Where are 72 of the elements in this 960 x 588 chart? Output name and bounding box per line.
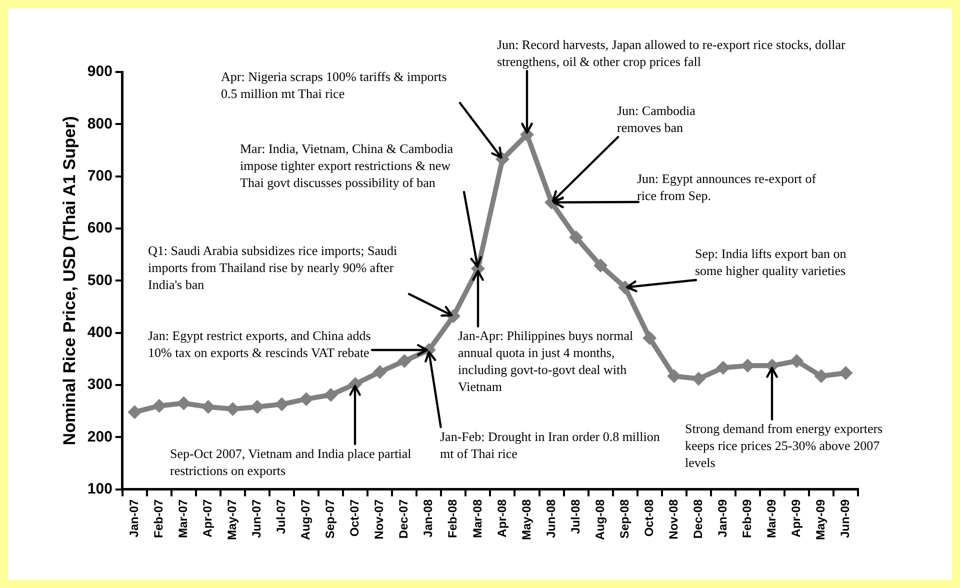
y-tick-label: 800 bbox=[87, 115, 112, 132]
x-tick-label: Feb-07 bbox=[152, 498, 166, 538]
point bbox=[814, 369, 828, 384]
annotation: Jan-Feb: Drought in Iran order 0.8 million mt of Thai rice bbox=[440, 428, 661, 462]
annotation: Sep: India lifts export ban on some higher quality varieties bbox=[695, 245, 848, 279]
point bbox=[594, 258, 608, 273]
y-tick-label: 900 bbox=[87, 63, 112, 80]
annotation: Mar: India, Vietnam, China & Cambodia impose tighter export restrictions & new Thai govt discusses possibility of ban bbox=[240, 140, 454, 191]
x-tick-label: Jun-08 bbox=[544, 498, 558, 538]
x-tick-label: Apr-07 bbox=[200, 498, 215, 538]
point bbox=[372, 364, 387, 379]
annotation: Strong demand from energy exporters keeps rice prices 25-30% above 2007 levels bbox=[685, 420, 884, 471]
point bbox=[397, 354, 412, 368]
x-tick-label: Oct-08 bbox=[642, 499, 656, 537]
point bbox=[176, 396, 191, 410]
x-tick-label: Nov-07 bbox=[372, 498, 386, 540]
x-tick-label: Mar-08 bbox=[470, 498, 484, 538]
x-tick-label: May-07 bbox=[225, 498, 240, 540]
point bbox=[838, 366, 853, 380]
annotation: Jun: Egypt announces re-export of rice from Sep. bbox=[637, 170, 817, 204]
point bbox=[226, 402, 240, 416]
x-tick-label: Jul-08 bbox=[568, 498, 582, 534]
x-tick-label: Oct-07 bbox=[348, 499, 362, 537]
y-tick-label: 600 bbox=[87, 220, 112, 237]
point bbox=[569, 230, 584, 244]
x-tick-label: Feb-09 bbox=[740, 498, 754, 538]
x-tick-label: Jun-09 bbox=[838, 498, 852, 538]
x-tick-label: Dec-07 bbox=[396, 498, 411, 539]
x-tick-label: Aug-08 bbox=[592, 498, 607, 540]
point bbox=[790, 354, 804, 368]
x-tick-label: Feb-08 bbox=[446, 498, 460, 538]
annotation: Jan-Apr: Philippines buys normal annual quota in just 4 months, including govt-to-govt deal with Vietnam bbox=[458, 327, 634, 395]
point bbox=[692, 372, 706, 386]
point bbox=[152, 398, 166, 413]
point bbox=[642, 331, 657, 346]
y-tick-label: 300 bbox=[87, 376, 112, 394]
y-tick-label: 400 bbox=[87, 324, 112, 341]
x-tick-label: Apr-09 bbox=[789, 498, 804, 538]
y-tick-label: 500 bbox=[87, 272, 112, 289]
annotation: Jun: Cambodia removes ban bbox=[617, 102, 696, 136]
point bbox=[274, 397, 289, 412]
x-tick-label: May-08 bbox=[519, 498, 534, 540]
x-tick-label: Nov-08 bbox=[666, 498, 680, 540]
annotation: Apr: Nigeria scraps 100% tariffs & imports 0.5 million mt Thai rice bbox=[221, 68, 448, 102]
point bbox=[299, 392, 314, 406]
x-tick-label: Jul-07 bbox=[274, 498, 288, 534]
x-tick-label: Jan-09 bbox=[715, 498, 730, 538]
annotation: Jan: Egypt restrict exports, and China adds 10% tax on exports & rescinds VAT rebate bbox=[148, 327, 372, 361]
point bbox=[667, 369, 682, 384]
y-tick-label: 700 bbox=[87, 167, 112, 184]
annotation: Sep-Oct 2007, Vietnam and India place partial restrictions on exports bbox=[170, 445, 412, 479]
x-tick-label: Apr-08 bbox=[494, 498, 509, 538]
y-tick-label: 100 bbox=[87, 480, 112, 498]
point bbox=[250, 400, 264, 414]
point bbox=[716, 360, 730, 375]
point bbox=[128, 405, 142, 420]
x-tick-label: Mar-07 bbox=[176, 498, 190, 538]
y-axis-title: Nominal Rice Price, USD (Thai A1 Super) bbox=[60, 116, 79, 446]
point bbox=[324, 388, 338, 402]
annotation: Jun: Record harvests, Japan allowed to re-export rice stocks, dollar strengthens, oil & other crop prices fall bbox=[497, 36, 846, 70]
x-tick-label: Jan-08 bbox=[421, 498, 436, 538]
point bbox=[201, 400, 216, 414]
x-tick-label: May-09 bbox=[814, 498, 828, 540]
x-tick-label: Dec-08 bbox=[690, 498, 705, 539]
x-tick-label: Sep-08 bbox=[617, 498, 632, 539]
x-tick-label: Sep-07 bbox=[323, 498, 338, 539]
x-tick-label: Jan-07 bbox=[127, 498, 141, 538]
x-tick-label: Mar-09 bbox=[764, 498, 778, 538]
y-tick-label: 200 bbox=[87, 428, 112, 446]
x-tick-label: Jun-07 bbox=[250, 498, 264, 538]
x-tick-label: Aug-07 bbox=[298, 498, 313, 540]
annotation: Q1: Saudi Arabia subsidizes rice imports; Saudi imports from Thailand rise by nearly 90% after India's ban bbox=[148, 242, 398, 293]
